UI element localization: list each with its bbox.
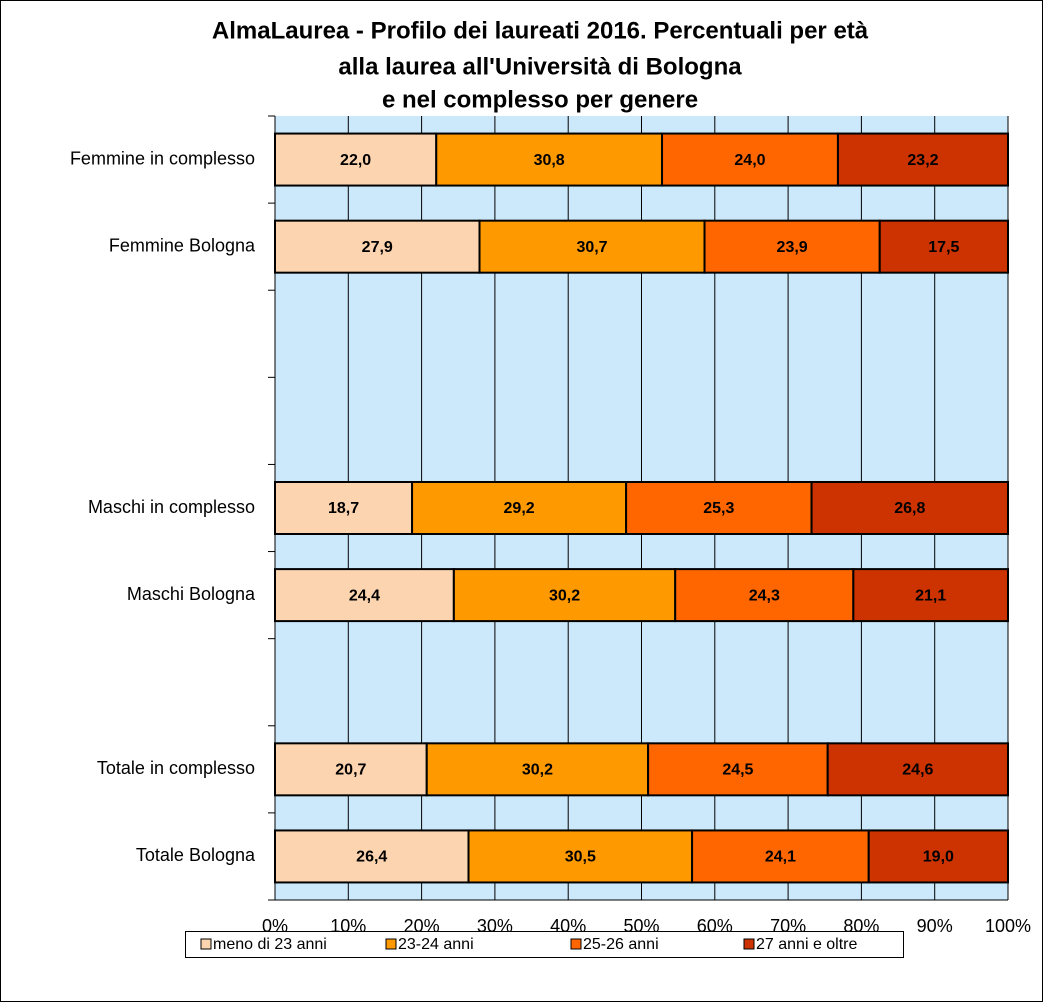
data-label: 30,2 — [549, 587, 580, 604]
y-tick-label: Femmine in complesso — [70, 148, 255, 168]
bar-segment — [274, 132, 438, 187]
legend-box — [185, 931, 904, 958]
legend-swatch — [570, 938, 582, 950]
chart-title: AlmaLaurea - Profilo dei laureati 2016. … — [212, 17, 869, 44]
data-label: 29,2 — [504, 500, 535, 517]
x-tick-label: 10% — [330, 916, 366, 936]
data-label: 25,3 — [703, 500, 734, 517]
legend-label: meno di 23 anni — [213, 936, 327, 953]
data-label: 24,4 — [349, 587, 380, 604]
bar-segment — [691, 829, 870, 884]
data-label: 24,1 — [765, 849, 796, 866]
chart-subtitle: e nel complesso per genere — [382, 86, 698, 113]
data-label: 19,0 — [923, 849, 954, 866]
data-label: 21,1 — [915, 587, 946, 604]
data-label: 27,9 — [362, 239, 393, 256]
legend-label: 25-26 anni — [583, 936, 659, 953]
legend-label: 23-24 anni — [398, 936, 474, 953]
x-tick-label: 40% — [550, 916, 586, 936]
data-label: 24,0 — [734, 152, 765, 169]
y-tick-label: Maschi in complesso — [88, 497, 255, 517]
bar-segment — [467, 829, 694, 884]
data-label: 24,5 — [722, 762, 753, 779]
data-label: 23,9 — [777, 239, 808, 256]
x-tick-label: 50% — [623, 916, 659, 936]
bar-segment — [274, 742, 428, 797]
data-label: 17,5 — [928, 239, 959, 256]
data-label: 20,7 — [335, 762, 366, 779]
legend-swatch — [743, 938, 755, 950]
data-label: 30,7 — [576, 239, 607, 256]
bar-segment — [852, 568, 1009, 623]
bar-segment — [435, 132, 664, 187]
bar-segment — [478, 219, 706, 274]
data-label: 26,8 — [894, 500, 925, 517]
data-label: 22,0 — [340, 152, 371, 169]
bar-segment — [411, 481, 628, 535]
bar-segment — [274, 219, 481, 274]
legend-label: 27 anni e oltre — [756, 936, 858, 953]
x-tick-label: 20% — [404, 916, 440, 936]
bar-segment — [625, 481, 813, 535]
x-tick-label: 80% — [843, 916, 879, 936]
bar-segment — [703, 219, 881, 274]
data-label: 30,2 — [522, 762, 553, 779]
y-tick-label: Totale Bologna — [136, 845, 256, 865]
y-tick-label: Totale in complesso — [97, 758, 255, 778]
bar-segment — [274, 568, 455, 623]
bar-segment — [274, 829, 470, 884]
x-tick-label: 70% — [770, 916, 806, 936]
x-tick-label: 90% — [917, 916, 953, 936]
data-label: 24,3 — [749, 587, 780, 604]
data-label: 18,7 — [328, 500, 359, 517]
legend-swatch — [385, 938, 397, 950]
x-tick-label: 30% — [477, 916, 513, 936]
chart-subtitle: alla laurea all'Università di Bologna — [338, 53, 742, 80]
y-tick-label: Maschi Bologna — [127, 584, 256, 604]
data-label: 30,8 — [534, 152, 565, 169]
x-tick-label: 60% — [697, 916, 733, 936]
bar-segment — [836, 132, 1009, 187]
data-label: 24,6 — [902, 762, 933, 779]
bar-segment — [810, 481, 1010, 535]
x-tick-label: 0% — [262, 916, 288, 936]
bar-segment — [452, 568, 677, 623]
data-label: 30,5 — [565, 849, 596, 866]
data-label: 23,2 — [907, 152, 938, 169]
bar-segment — [826, 742, 1009, 797]
y-tick-label: Femmine Bologna — [109, 235, 256, 255]
legend-swatch — [200, 938, 212, 950]
x-tick-label: 100% — [985, 916, 1031, 936]
bar-segment — [878, 219, 1009, 274]
data-label: 26,4 — [356, 849, 387, 866]
bar-segment — [867, 829, 1009, 884]
